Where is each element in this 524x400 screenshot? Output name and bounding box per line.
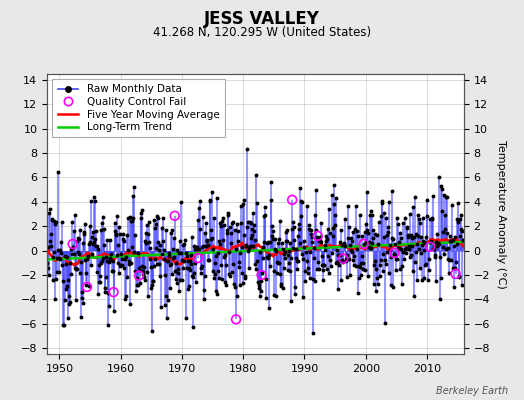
Point	[339, 255, 347, 262]
Point	[390, 250, 398, 256]
Text: 41.268 N, 120.295 W (United States): 41.268 N, 120.295 W (United States)	[153, 26, 371, 39]
Point	[288, 197, 297, 203]
Text: JESS VALLEY: JESS VALLEY	[204, 10, 320, 28]
Point	[193, 255, 202, 261]
Point	[171, 213, 179, 219]
Legend: Raw Monthly Data, Quality Control Fail, Five Year Moving Average, Long-Term Tren: Raw Monthly Data, Quality Control Fail, …	[52, 79, 225, 138]
Point	[83, 284, 91, 290]
Point	[313, 233, 322, 239]
Point	[451, 271, 460, 277]
Point	[257, 272, 266, 278]
Point	[110, 289, 118, 295]
Y-axis label: Temperature Anomaly (°C): Temperature Anomaly (°C)	[496, 140, 506, 288]
Point	[232, 316, 240, 322]
Point	[359, 241, 368, 247]
Point	[69, 241, 77, 247]
Point	[135, 272, 143, 279]
Point	[426, 244, 434, 250]
Text: Berkeley Earth: Berkeley Earth	[436, 386, 508, 396]
